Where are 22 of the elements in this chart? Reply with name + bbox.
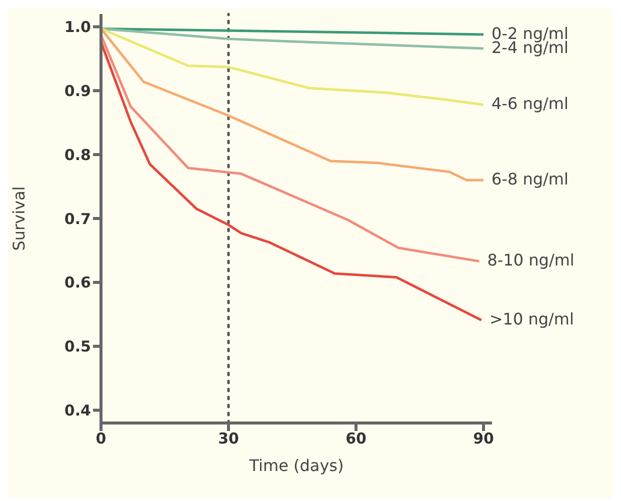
- x-tick-label: 60: [346, 430, 366, 448]
- series-label: >10 ng/ml: [489, 309, 574, 328]
- x-axis-title: Time (days): [248, 456, 344, 475]
- x-tick-label: 30: [218, 430, 239, 448]
- y-tick-label: 0.4: [64, 402, 91, 420]
- series-label: 8-10 ng/ml: [487, 250, 574, 270]
- y-tick-label: 1.0: [64, 18, 91, 36]
- y-tick-label: 0.8: [64, 146, 91, 164]
- x-tick-label: 0: [96, 430, 106, 448]
- y-axis-title: Survival: [10, 186, 29, 251]
- series-label: 6-8 ng/ml: [492, 170, 568, 189]
- y-tick-label: 0.9: [64, 82, 91, 100]
- line-series: [101, 34, 480, 263]
- line-series: [101, 40, 483, 322]
- x-tick-label: 90: [473, 430, 494, 448]
- line-series: [101, 27, 485, 182]
- y-tick-label: 0.6: [64, 274, 91, 292]
- y-tick-label: 0.5: [64, 338, 91, 356]
- line-series: [101, 27, 485, 106]
- y-tick-label: 0.7: [64, 210, 91, 228]
- series-label: 4-6 ng/ml: [492, 94, 568, 114]
- line-series: [101, 27, 485, 50]
